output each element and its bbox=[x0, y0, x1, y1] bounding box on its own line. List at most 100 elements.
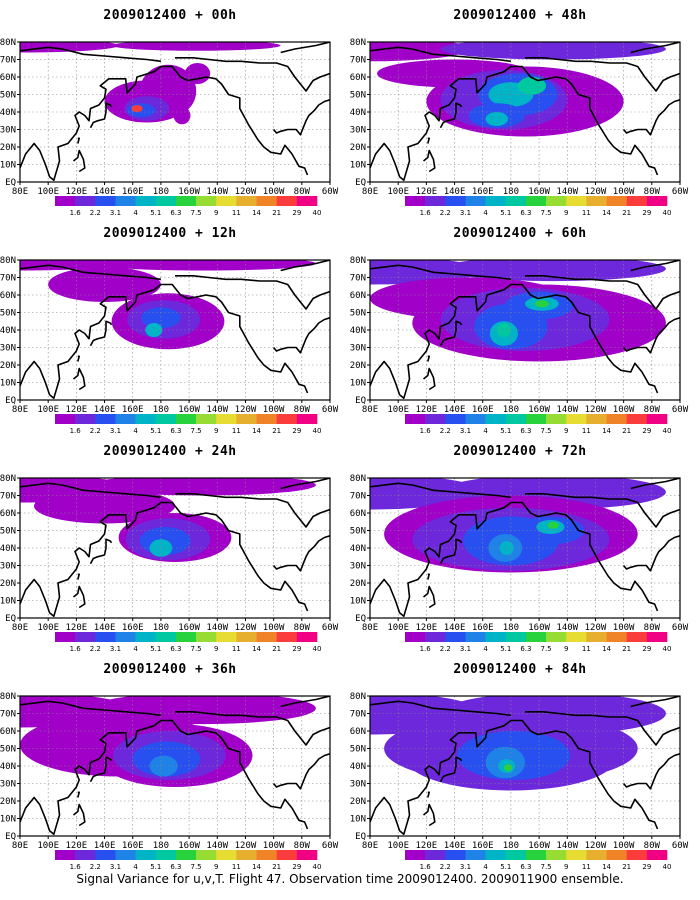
lon-tick-label: 120W bbox=[585, 187, 607, 197]
lon-tick-label: 120E bbox=[416, 841, 438, 851]
colorbar-swatch bbox=[546, 632, 567, 642]
lat-tick-label: 10N bbox=[350, 597, 366, 607]
colorbar-label: 29 bbox=[292, 427, 301, 435]
colorbar-label: 2.2 bbox=[440, 645, 451, 653]
lat-tick-label: EQ bbox=[5, 396, 16, 406]
colorbar-label: 14 bbox=[602, 209, 611, 217]
lon-tick-label: 160E bbox=[122, 187, 144, 197]
colorbar-swatch bbox=[296, 632, 318, 642]
colorbar-label: 2.2 bbox=[90, 209, 101, 217]
colorbar-label: 4 bbox=[133, 427, 138, 435]
map-panel-svg: EQ 10N 20N 30N 40N 50N 60N 70N 80N 80E 100E 120E 140… bbox=[0, 256, 339, 435]
coastline bbox=[77, 355, 80, 362]
variance-contour bbox=[111, 42, 281, 51]
lon-tick-label: 140E bbox=[94, 405, 116, 415]
lat-tick-label: 40N bbox=[0, 326, 16, 336]
colorbar-swatch bbox=[256, 196, 277, 206]
lon-tick-label: 60W bbox=[672, 187, 689, 197]
coastline bbox=[370, 501, 659, 618]
colorbar-swatch bbox=[505, 196, 527, 206]
colorbar-label: 21 bbox=[272, 863, 281, 871]
colorbar-label: 14 bbox=[252, 209, 261, 217]
map-panel: EQ 10N 20N 30N 40N 50N 60N 70N 80N 80E 100E 120E 140… bbox=[350, 436, 690, 661]
colorbar-label: 6.3 bbox=[520, 427, 531, 435]
coastline bbox=[439, 538, 463, 565]
lon-tick-label: 180 bbox=[153, 187, 169, 197]
colorbar-swatch bbox=[425, 850, 446, 860]
coastline bbox=[370, 65, 659, 182]
lon-tick-label: 160E bbox=[472, 841, 494, 851]
lon-tick-label: 140E bbox=[94, 187, 116, 197]
map-area bbox=[20, 696, 330, 836]
lat-tick-label: 20N bbox=[0, 797, 16, 807]
colorbar-swatch bbox=[216, 850, 237, 860]
lon-tick-label: 80E bbox=[362, 405, 378, 415]
lon-tick-label: 80W bbox=[294, 405, 311, 415]
lat-tick-label: 40N bbox=[0, 762, 16, 772]
lat-tick-label: 50N bbox=[0, 309, 16, 319]
colorbar-label: 3.1 bbox=[110, 863, 121, 871]
coastline bbox=[439, 102, 463, 129]
lon-tick-label: 140W bbox=[206, 623, 228, 633]
colorbar-label: 11 bbox=[232, 645, 241, 653]
colorbar-label: 21 bbox=[272, 427, 281, 435]
lon-tick-label: 100E bbox=[387, 187, 409, 197]
colorbar-label: 40 bbox=[663, 645, 672, 653]
lon-tick-label: 140W bbox=[556, 841, 578, 851]
coastline bbox=[20, 700, 162, 717]
lon-tick-label: 80W bbox=[294, 623, 311, 633]
coastline bbox=[280, 696, 330, 708]
colorbar-swatch bbox=[155, 196, 177, 206]
variance-contour bbox=[141, 307, 181, 329]
lon-tick-label: 120W bbox=[235, 405, 257, 415]
colorbar-swatch bbox=[196, 850, 217, 860]
colorbar-label: 2.2 bbox=[440, 863, 451, 871]
colorbar-swatch bbox=[115, 196, 136, 206]
lon-tick-label: 120W bbox=[235, 187, 257, 197]
colorbar-swatch bbox=[155, 850, 177, 860]
colorbar-swatch bbox=[445, 632, 466, 642]
map-panel: EQ 10N 20N 30N 40N 50N 60N 70N 80N 80E 100E 120E 140… bbox=[0, 0, 340, 225]
lon-tick-label: 60W bbox=[672, 405, 689, 415]
lat-tick-label: 40N bbox=[350, 762, 366, 772]
colorbar-swatch bbox=[626, 414, 648, 424]
coastline bbox=[77, 573, 80, 580]
colorbar-label: 3.1 bbox=[110, 427, 121, 435]
lat-tick-label: 20N bbox=[0, 579, 16, 589]
coastline bbox=[370, 482, 512, 499]
colorbar-label: 40 bbox=[663, 863, 672, 871]
lon-tick-label: 120E bbox=[66, 405, 88, 415]
lon-tick-label: 80E bbox=[12, 405, 28, 415]
coastline bbox=[370, 283, 659, 400]
lon-tick-label: 140W bbox=[206, 187, 228, 197]
colorbar-label: 7.5 bbox=[541, 427, 552, 435]
lat-tick-label: 10N bbox=[0, 815, 16, 825]
lon-tick-label: 120W bbox=[585, 623, 607, 633]
coastline bbox=[370, 719, 659, 836]
lon-tick-label: 120E bbox=[66, 187, 88, 197]
colorbar-swatch bbox=[546, 414, 567, 424]
lat-tick-label: 70N bbox=[350, 56, 366, 66]
lon-tick-label: 100W bbox=[613, 623, 635, 633]
colorbar-label: 7.5 bbox=[541, 209, 552, 217]
colorbar-label: 21 bbox=[272, 645, 281, 653]
lon-tick-label: 160E bbox=[472, 623, 494, 633]
lat-tick-label: 70N bbox=[0, 492, 16, 502]
coastline bbox=[525, 57, 680, 92]
lon-tick-label: 180 bbox=[153, 841, 169, 851]
lat-tick-label: 60N bbox=[350, 73, 366, 83]
lat-tick-label: 40N bbox=[350, 544, 366, 554]
colorbar-label: 3.1 bbox=[460, 427, 471, 435]
coastline bbox=[72, 367, 86, 391]
variance-contour bbox=[547, 521, 559, 529]
coastline bbox=[439, 756, 463, 783]
lat-tick-label: 70N bbox=[350, 492, 366, 502]
lon-tick-label: 180 bbox=[503, 405, 519, 415]
map-panel: EQ 10N 20N 30N 40N 50N 60N 70N 80N 80E 100E 120E 140… bbox=[350, 218, 690, 443]
map-panel-svg: EQ 10N 20N 30N 40N 50N 60N 70N 80N 80E 100E 120E 140… bbox=[0, 38, 339, 217]
colorbar-label: 6.3 bbox=[170, 209, 181, 217]
lon-tick-label: 120W bbox=[585, 841, 607, 851]
coastline bbox=[622, 99, 680, 136]
colorbar-label: 1.6 bbox=[420, 645, 432, 653]
lon-tick-label: 160W bbox=[178, 623, 200, 633]
